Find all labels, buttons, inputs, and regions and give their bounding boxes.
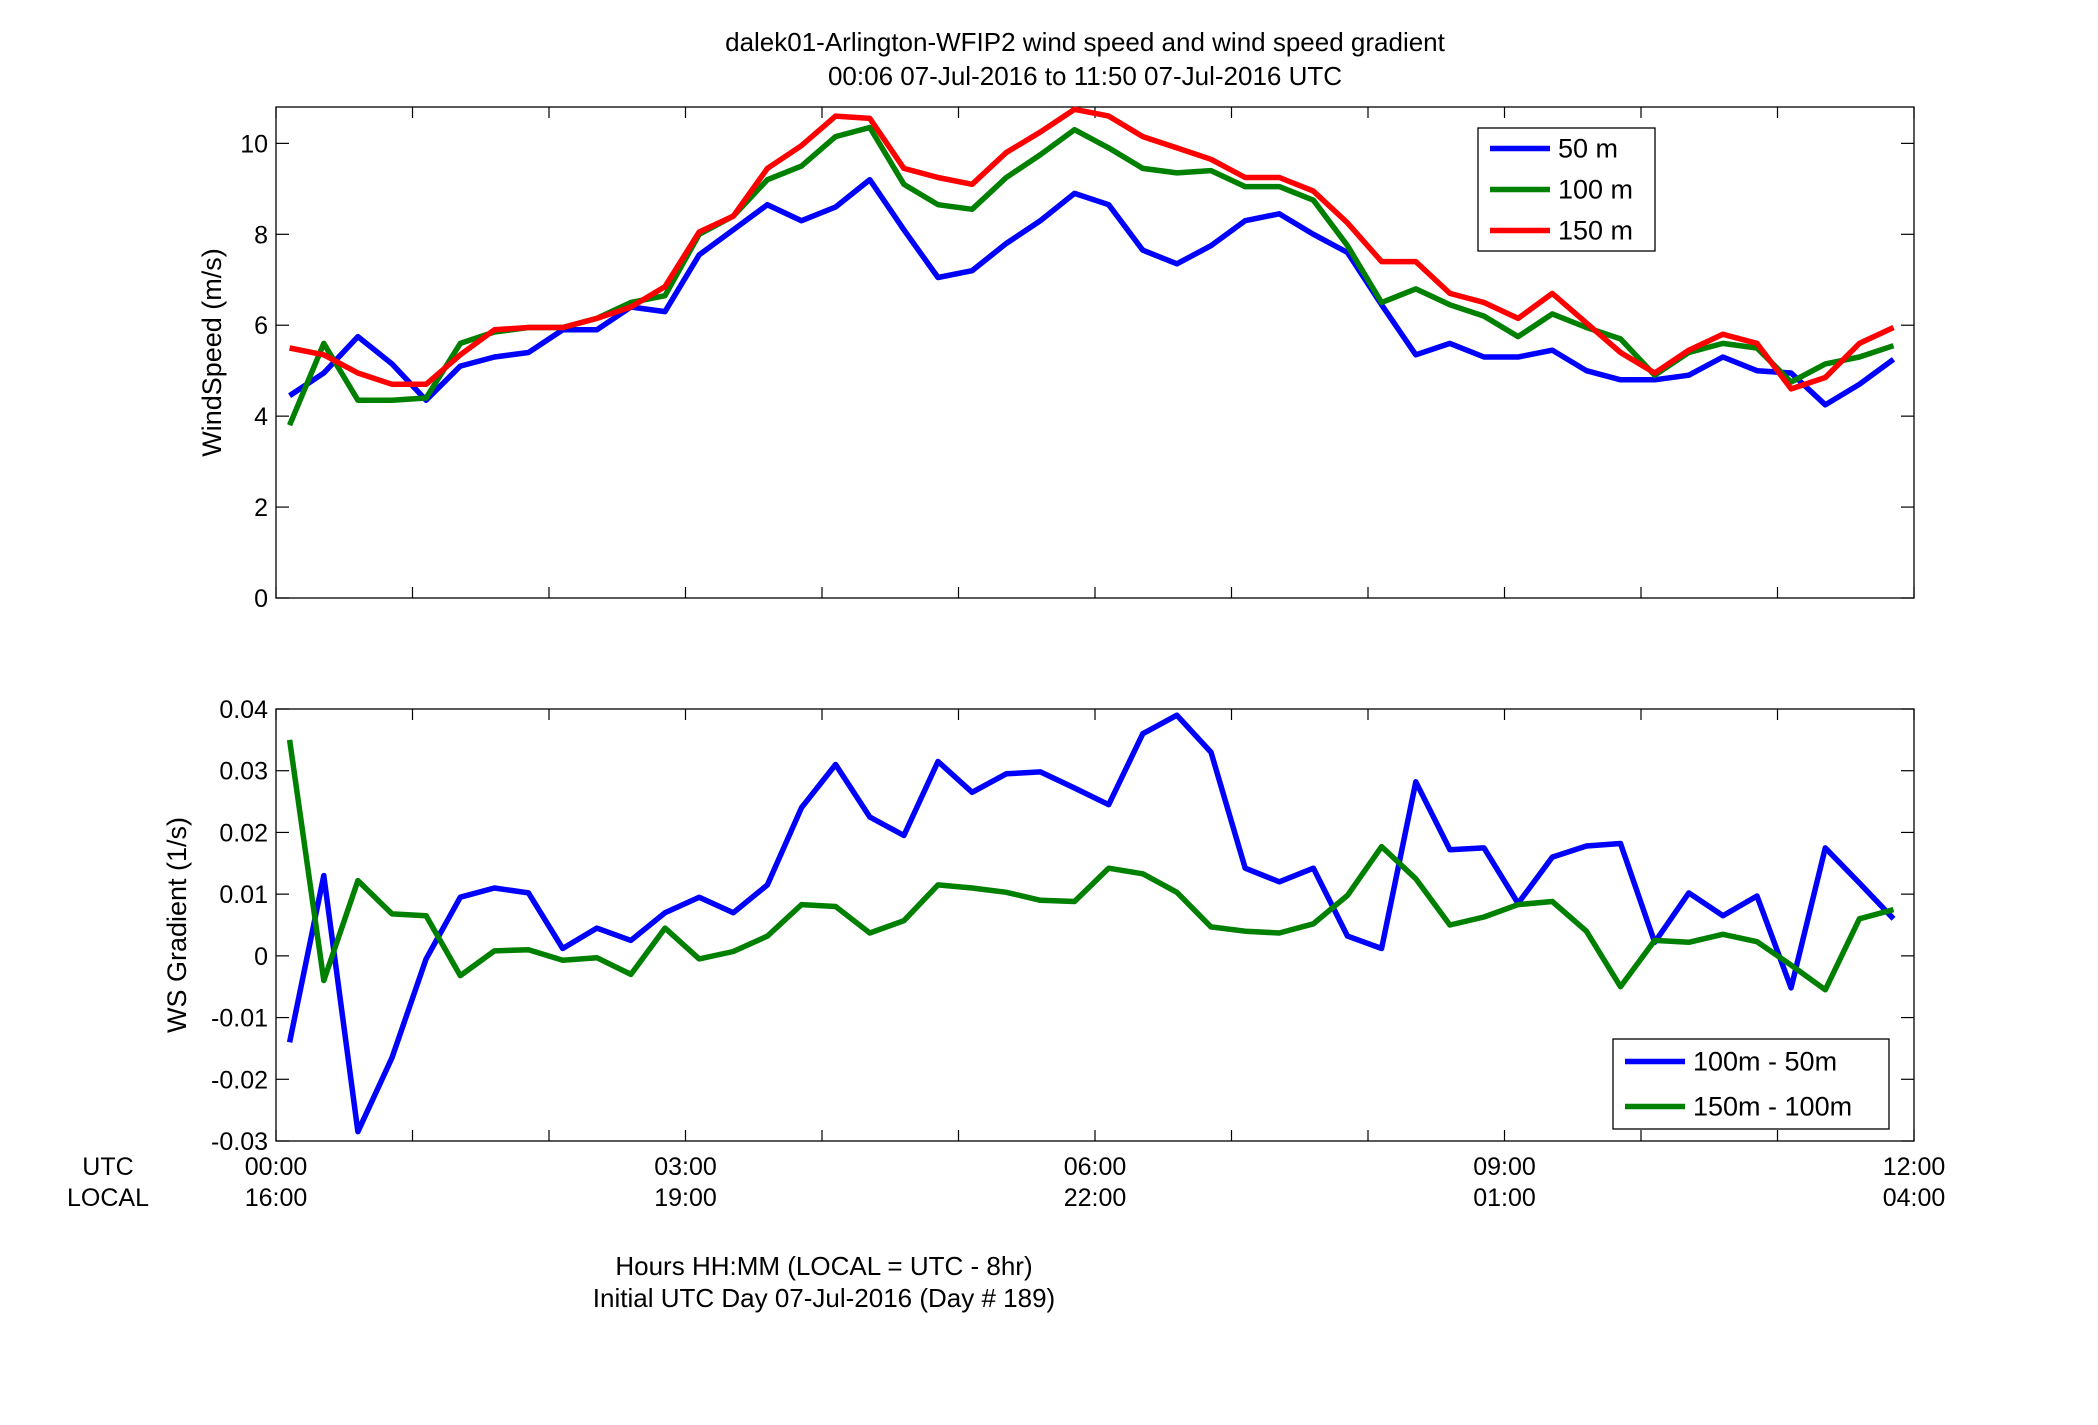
ws-y-tick-label: 0 xyxy=(254,585,268,613)
grad-legend: 100m - 50m 150m - 100m xyxy=(1612,1038,1890,1130)
utc-tick-label: 03:00 xyxy=(654,1153,717,1181)
ws-y-tick-label: 8 xyxy=(254,221,268,249)
grad-y-tick-label: -0.03 xyxy=(211,1128,268,1156)
ws-y-tick-label: 4 xyxy=(254,403,268,431)
utc-tick-label: 09:00 xyxy=(1473,1153,1536,1181)
utc-tick-label: 00:00 xyxy=(245,1153,308,1181)
figure-title-line1: dalek01-Arlington-WFIP2 wind speed and w… xyxy=(725,27,1446,57)
wind-speed-panel: 0 2 4 6 8 10 WindSpeed (m/s) 50 m 100 m 150 m xyxy=(197,106,1915,613)
grad-legend-label-0: 100m - 50m xyxy=(1693,1047,1837,1077)
wind-gradient-panel: -0.03 -0.02 -0.01 0 0.01 0.02 0.03 0.04 WS Gradi… xyxy=(162,696,1915,1156)
shared-x-tick-labels: 00:00 16:00 03:00 19:00 06:00 22:00 09:00 01:00… xyxy=(245,1153,1946,1212)
local-row-label: LOCAL xyxy=(67,1184,149,1212)
local-tick-label: 01:00 xyxy=(1473,1184,1536,1212)
grad-y-tick-label: 0.02 xyxy=(219,819,268,847)
grad-y-tick-label: 0.01 xyxy=(219,881,268,909)
ws-y-tick-label: 2 xyxy=(254,494,268,522)
grad-y-tick-label: -0.01 xyxy=(211,1005,268,1033)
ws-legend-label-2: 150 m xyxy=(1558,216,1633,246)
grad-legend-label-1: 150m - 100m xyxy=(1693,1092,1852,1122)
x-axis-label-line1: Hours HH:MM (LOCAL = UTC - 8hr) xyxy=(615,1251,1032,1281)
local-tick-label: 04:00 xyxy=(1883,1184,1946,1212)
ws-y-axis-label: WindSpeed (m/s) xyxy=(197,248,227,457)
grad-y-tick-label: 0.04 xyxy=(219,696,268,724)
ws-y-tick-label: 6 xyxy=(254,312,268,340)
local-tick-label: 22:00 xyxy=(1064,1184,1127,1212)
grad-series-line-0 xyxy=(286,712,1896,1135)
utc-tick-label: 06:00 xyxy=(1064,1153,1127,1181)
ws-legend-label-0: 50 m xyxy=(1558,134,1618,164)
ws-y-tick-label: 10 xyxy=(240,130,268,158)
grad-y-tick-label: -0.02 xyxy=(211,1066,268,1094)
grad-y-axis-label: WS Gradient (1/s) xyxy=(162,817,192,1033)
ws-series-line-2 xyxy=(289,106,1895,392)
x-axis-label-line2: Initial UTC Day 07-Jul-2016 (Day # 189) xyxy=(593,1283,1055,1313)
local-tick-label: 16:00 xyxy=(245,1184,308,1212)
grad-series-line-1 xyxy=(286,739,1895,993)
utc-tick-label: 12:00 xyxy=(1883,1153,1946,1181)
grad-y-tick-label: 0.03 xyxy=(219,758,268,786)
utc-row-label: UTC xyxy=(82,1153,133,1181)
local-tick-label: 19:00 xyxy=(654,1184,717,1212)
ws-legend-label-1: 100 m xyxy=(1558,175,1633,205)
grad-y-tick-label: 0 xyxy=(254,943,268,971)
grad-legend-box xyxy=(1612,1038,1890,1130)
figure-title-line2: 00:06 07-Jul-2016 to 11:50 07-Jul-2016 U… xyxy=(828,61,1342,91)
ws-series-line-0 xyxy=(288,176,1896,408)
ws-legend: 50 m 100 m 150 m xyxy=(1477,127,1656,252)
